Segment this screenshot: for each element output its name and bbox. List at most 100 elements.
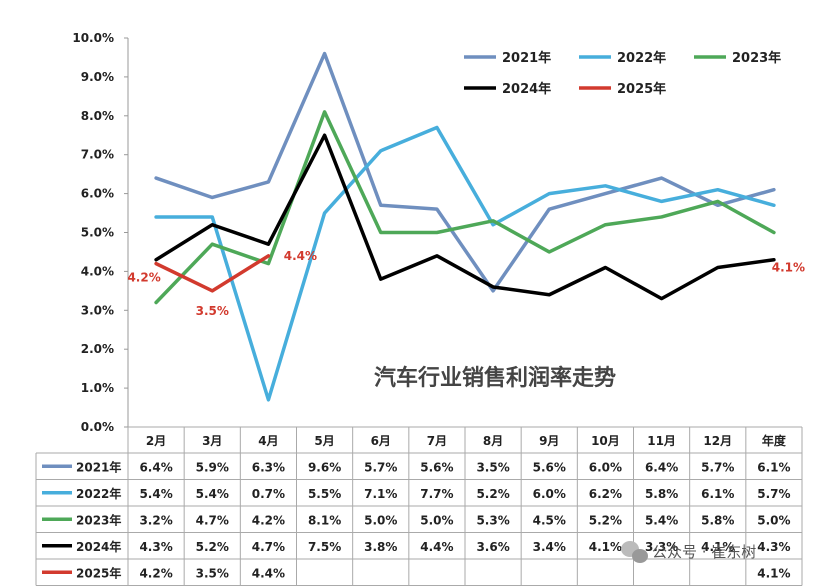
table-cell: 0.7%: [252, 487, 285, 501]
annotations: 4.2% 3.5% 4.4% 4.1%: [127, 249, 805, 318]
y-tick-label: 1.0%: [81, 381, 114, 395]
series-line-2021年: [154, 51, 776, 293]
x-category-label: 8月: [483, 434, 503, 448]
series-line-2024年: [154, 133, 776, 301]
x-category-label: 4月: [258, 434, 278, 448]
table-cell: 4.4%: [420, 540, 453, 554]
table-cell: 3.3%: [645, 540, 678, 554]
watermark-text: 公众号 · 崔东树: [652, 543, 756, 561]
table-cell: 5.2%: [589, 513, 622, 527]
table-cell: 4.1%: [757, 566, 790, 580]
table-cell: 4.5%: [533, 513, 566, 527]
watermark: 公众号 · 崔东树: [621, 541, 756, 563]
table-cell: 5.4%: [645, 513, 678, 527]
table-row-name: 2024年: [76, 539, 121, 554]
x-category-label: 9月: [539, 434, 559, 448]
table-cell: 3.5%: [476, 460, 509, 474]
table-cell: 6.4%: [645, 460, 678, 474]
data-label-2025: 4.2%: [127, 271, 160, 285]
table-cell: 3.2%: [139, 513, 172, 527]
wechat-icon: [621, 541, 648, 563]
table-row-name: 2021年: [76, 459, 121, 474]
table-cell: 5.7%: [757, 487, 790, 501]
table-cell: 4.7%: [252, 540, 285, 554]
x-category-label: 12月: [703, 434, 732, 448]
table-cell: 4.1%: [589, 540, 622, 554]
series-lines: [154, 51, 776, 402]
table-cell: 4.2%: [252, 513, 285, 527]
table-cell: 4.3%: [757, 540, 790, 554]
x-category-label: 5月: [314, 434, 334, 448]
y-tick-label: 5.0%: [81, 226, 114, 240]
series-line-2022年: [154, 125, 776, 402]
table-cell: 4.3%: [139, 540, 172, 554]
table-cell: 5.2%: [476, 487, 509, 501]
table-cell: 5.6%: [533, 460, 566, 474]
table-cell: 5.3%: [476, 513, 509, 527]
table-cell: 3.4%: [533, 540, 566, 554]
table-cell: 5.4%: [139, 487, 172, 501]
y-tick-label: 6.0%: [81, 187, 114, 201]
table-cell: 5.2%: [196, 540, 229, 554]
table-row-name: 2025年: [76, 565, 121, 580]
y-tick-label: 8.0%: [81, 109, 114, 123]
legend: 2021年 2022年 2023年 2024年 2025年: [464, 50, 781, 97]
table-cell: 8.1%: [308, 513, 341, 527]
series-line-2025年: [154, 254, 271, 293]
y-tick-label: 9.0%: [81, 70, 114, 84]
y-tick-label: 10.0%: [72, 31, 114, 45]
table-cell: 5.7%: [364, 460, 397, 474]
y-tick-label: 4.0%: [81, 264, 114, 278]
table-row-name: 2023年: [76, 512, 121, 527]
table-cell: 6.1%: [701, 487, 734, 501]
x-category-label: 10月: [591, 434, 620, 448]
table-cell: 3.6%: [476, 540, 509, 554]
table-cell: 9.6%: [308, 460, 341, 474]
table-cell: 4.4%: [252, 566, 285, 580]
table-cell: 6.0%: [589, 460, 622, 474]
legend-label-2025年: 2025年: [617, 81, 666, 97]
table-cell: 5.8%: [701, 513, 734, 527]
table-cell: 4.2%: [139, 566, 172, 580]
x-category-label: 2月: [146, 434, 166, 448]
series-line-2023年: [154, 110, 776, 305]
table-row-name: 2022年: [76, 486, 121, 501]
table-cell: 3.5%: [196, 566, 229, 580]
table-cell: 7.7%: [420, 487, 453, 501]
data-label-2025: 3.5%: [196, 304, 229, 318]
table-cell: 3.8%: [364, 540, 397, 554]
table-cell: 5.0%: [364, 513, 397, 527]
table-cell: 7.1%: [364, 487, 397, 501]
table-cell: 5.8%: [645, 487, 678, 501]
data-label-2025: 4.1%: [772, 261, 805, 275]
table-cell: 7.5%: [308, 540, 341, 554]
y-tick-label: 7.0%: [81, 148, 114, 162]
x-category-label: 7月: [427, 434, 447, 448]
legend-label-2023年: 2023年: [732, 50, 781, 66]
table-cell: 4.1%: [701, 540, 734, 554]
chart-title: 汽车行业销售利润率走势: [374, 365, 616, 391]
table-cell: 6.1%: [757, 460, 790, 474]
table-cell: 5.5%: [308, 487, 341, 501]
x-category-label: 6月: [371, 434, 391, 448]
table-cell: 5.7%: [701, 460, 734, 474]
table-cell: 6.4%: [139, 460, 172, 474]
table-cell: 6.3%: [252, 460, 285, 474]
legend-label-2021年: 2021年: [502, 50, 551, 66]
table-cell: 6.0%: [533, 487, 566, 501]
table-cell: 6.2%: [589, 487, 622, 501]
y-tick-label: 2.0%: [81, 342, 114, 356]
y-tick-label: 3.0%: [81, 303, 114, 317]
table-cell: 5.0%: [757, 513, 790, 527]
table-cell: 5.6%: [420, 460, 453, 474]
y-axis: 0.0% 1.0% 2.0% 3.0% 4.0% 5.0% 6.0% 7.0% 8.0% 9.0%…: [72, 31, 129, 434]
y-tick-label: 0.0%: [81, 420, 114, 434]
legend-label-2024年: 2024年: [502, 81, 551, 97]
x-category-label: 3月: [202, 434, 222, 448]
data-label-2025: 4.4%: [284, 249, 317, 263]
table-cell: 4.7%: [196, 513, 229, 527]
table-cell: 5.0%: [420, 513, 453, 527]
table-cell: 5.9%: [196, 460, 229, 474]
legend-label-2022年: 2022年: [617, 50, 666, 66]
